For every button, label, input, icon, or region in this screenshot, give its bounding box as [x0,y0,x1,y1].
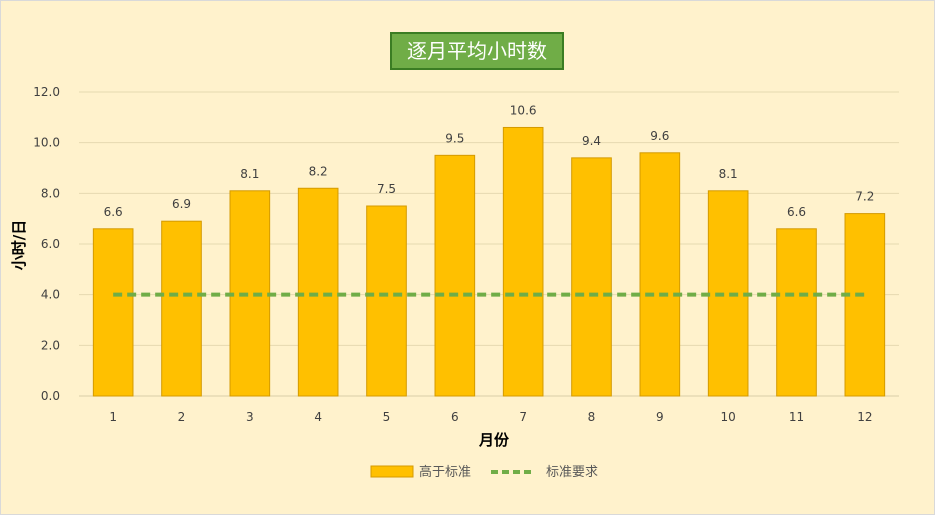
y-tick-label: 0.0 [41,389,60,403]
x-tick-label: 7 [519,410,527,424]
x-tick-label: 1 [109,410,117,424]
bar [229,190,271,397]
bar [92,228,134,397]
x-tick-label: 10 [721,410,736,424]
x-tick-label: 11 [789,410,804,424]
bar [366,205,407,397]
y-tick-label: 6.0 [41,237,60,251]
bar [297,187,339,397]
data-label: 7.5 [377,182,396,196]
x-tick-label: 9 [656,410,664,424]
y-tick-label: 10.0 [33,136,60,150]
legend-line-label: 标准要求 [546,465,598,480]
x-tick-label: 4 [314,410,322,424]
data-label: 8.1 [240,167,259,181]
bar [707,190,749,397]
x-tick-label: 2 [178,410,186,424]
data-label: 9.6 [650,129,669,143]
y-tick-label: 4.0 [41,288,60,302]
y-axis-title: 小时/日 [10,220,28,270]
legend-bar-label: 高于标准 [419,464,471,480]
bar [776,228,817,397]
legend: 高于标准 标准要求 [370,464,598,480]
y-tick-label: 2.0 [41,338,60,352]
bar [161,220,202,397]
y-axis-ticks: 0.0 2.0 4.0 6.0 8.0 10.0 12.0 [33,85,60,403]
data-label: 7.2 [855,190,874,204]
data-label: 8.1 [719,167,738,181]
data-label: 6.6 [104,205,123,219]
x-tick-label: 12 [857,410,872,424]
y-tick-label: 12.0 [33,85,60,99]
data-label: 8.2 [309,164,328,178]
bar [571,157,612,397]
y-tick-label: 8.0 [41,186,60,200]
bar [844,213,886,397]
x-axis-title: 月份 [478,431,510,449]
bar [639,152,681,397]
legend-bar-swatch [370,465,414,478]
legend-item-bars: 高于标准 [370,464,471,480]
gridlines [79,91,899,397]
chart-title: 逐月平均小时数 [390,32,564,70]
data-label: 10.6 [510,103,537,117]
data-label: 6.6 [787,205,806,219]
data-label: 9.5 [445,131,464,145]
x-tick-label: 5 [383,410,391,424]
data-labels: 6.6 6.9 8.1 8.2 7.5 9.5 10.6 9.4 9.6 8.1 6.6 7.2 [104,103,875,218]
x-tick-label: 3 [246,410,254,424]
legend-item-line: 标准要求 [491,465,598,480]
x-tick-label: 6 [451,410,459,424]
bar [434,154,476,397]
bars [92,126,886,397]
x-tick-label: 8 [588,410,596,424]
data-label: 9.4 [582,134,601,148]
data-label: 6.9 [172,197,191,211]
bar [502,126,544,397]
x-axis-ticks: 1 2 3 4 5 6 7 8 9 10 11 12 [109,410,872,424]
